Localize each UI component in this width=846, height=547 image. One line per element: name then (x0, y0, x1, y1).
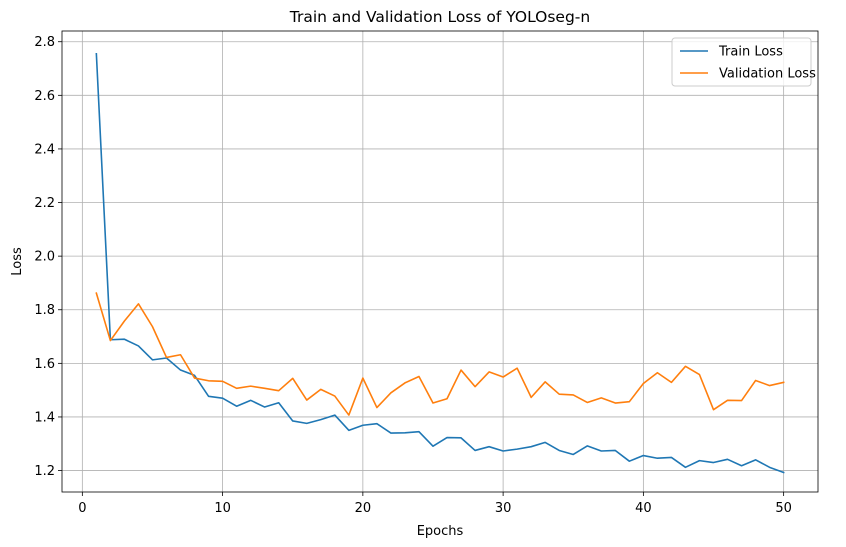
legend: Train Loss Validation Loss (671, 37, 816, 87)
series-lines (95, 52, 785, 474)
x-tick-label: 0 (78, 501, 86, 516)
validation-loss-line (95, 292, 785, 416)
axis-ticks: 0 10 20 30 40 50 1.2 1.4 1.6 1.8 2.0 2.2 2.4 2.6 2.8 (34, 35, 792, 516)
y-tick-label: 1.6 (34, 357, 55, 372)
y-tick-label: 2.6 (34, 89, 55, 104)
x-tick-label: 50 (775, 501, 792, 516)
y-axis-label: Loss (10, 247, 25, 276)
x-tick-label: 20 (355, 501, 372, 516)
y-tick-label: 1.8 (34, 303, 55, 318)
train-loss-line (95, 52, 785, 474)
y-tick-label: 1.4 (34, 410, 55, 425)
legend-box (671, 37, 812, 87)
legend-label-validation-loss: Validation Loss (719, 67, 816, 82)
y-tick-label: 2.8 (34, 35, 55, 50)
x-tick-label: 30 (495, 501, 512, 516)
y-tick-label: 2.0 (34, 250, 55, 265)
y-tick-label: 2.4 (34, 142, 55, 157)
x-tick-label: 40 (635, 501, 652, 516)
legend-label-train-loss: Train Loss (718, 45, 783, 60)
x-axis-label: Epochs (417, 524, 464, 539)
plot-frame (61, 30, 819, 493)
grid (62, 31, 818, 492)
y-tick-label: 2.2 (34, 196, 55, 211)
x-tick-label: 10 (214, 501, 231, 516)
y-tick-label: 1.2 (34, 464, 55, 479)
chart-title: Train and Validation Loss of YOLOseg-n (289, 8, 590, 26)
